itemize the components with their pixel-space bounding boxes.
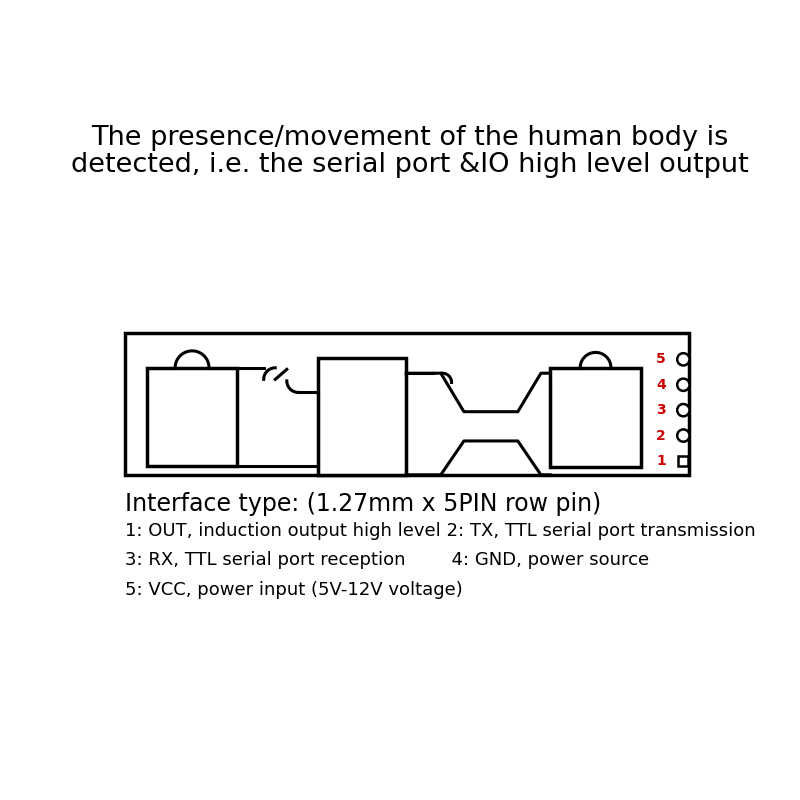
Circle shape [677, 378, 690, 391]
Text: detected, i.e. the serial port &IO high level output: detected, i.e. the serial port &IO high … [71, 152, 749, 178]
Text: 5: VCC, power input (5V-12V voltage): 5: VCC, power input (5V-12V voltage) [125, 581, 463, 598]
Text: Interface type: (1.27mm x 5PIN row pin): Interface type: (1.27mm x 5PIN row pin) [125, 492, 602, 516]
Bar [550, 368, 641, 467]
Text: 1: OUT, induction output high level 2: TX, TTL serial port transmission: 1: OUT, induction output high level 2: T… [125, 522, 756, 540]
Bar [146, 368, 237, 466]
Text: The presence/movement of the human body is: The presence/movement of the human body … [91, 126, 729, 151]
Bar [125, 333, 689, 475]
Circle shape [677, 430, 690, 442]
Bar [678, 456, 688, 466]
Circle shape [677, 404, 690, 416]
Text: 2: 2 [656, 429, 666, 442]
Text: 3: RX, TTL serial port reception        4: GND, power source: 3: RX, TTL serial port reception 4: GND,… [125, 551, 650, 570]
Text: 5: 5 [656, 352, 666, 366]
Bar [318, 358, 406, 475]
Text: 3: 3 [656, 403, 666, 417]
Circle shape [677, 353, 690, 366]
Text: 1: 1 [656, 454, 666, 468]
Text: 4: 4 [656, 378, 666, 392]
